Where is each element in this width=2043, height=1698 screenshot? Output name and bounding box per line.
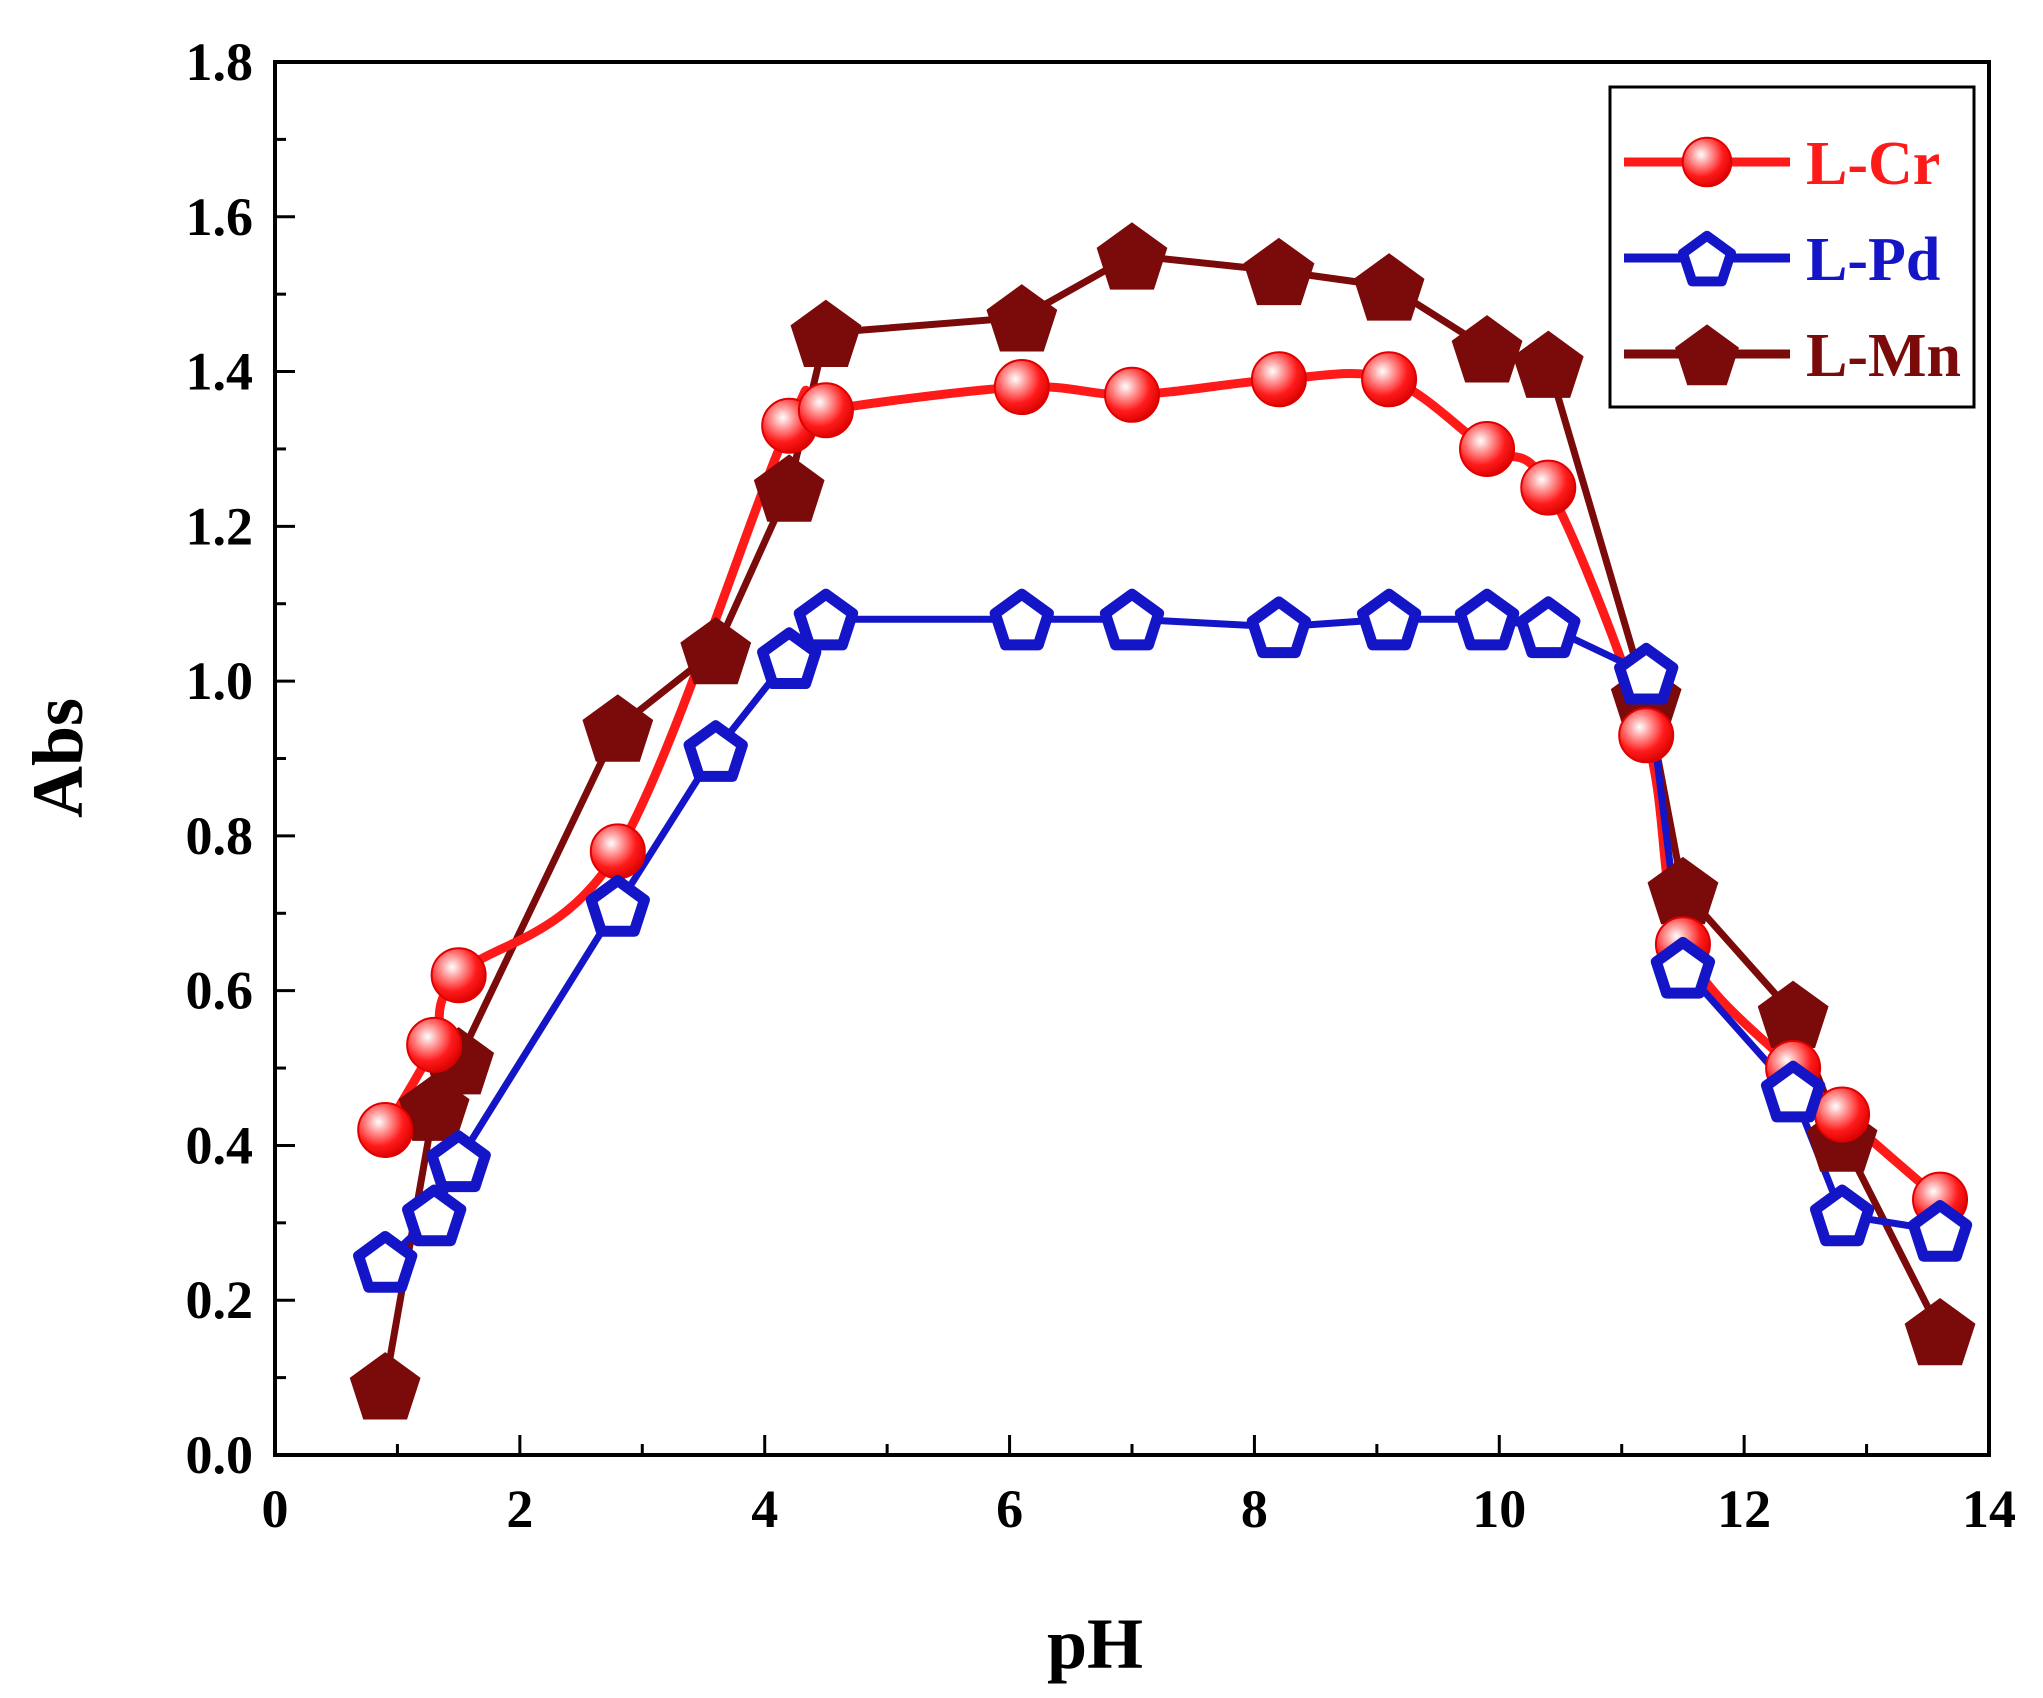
data-point-l-cr <box>1618 707 1675 764</box>
legend-marker <box>1675 324 1739 386</box>
x-tick-label: 8 <box>1241 1479 1268 1539</box>
data-point-l-pd <box>402 1184 467 1247</box>
data-point-l-mn <box>1512 330 1584 398</box>
data-point-l-pd <box>1907 1200 1973 1262</box>
x-tick-label: 14 <box>1962 1479 2016 1539</box>
data-point-l-cr <box>1459 420 1516 477</box>
series-l-pd-markers <box>353 588 1973 1293</box>
data-point-l-cr <box>430 947 487 1004</box>
y-tick-label: 0.4 <box>186 1115 254 1175</box>
y-tick-label: 1.0 <box>186 651 254 711</box>
legend-items: L-Cr L-Pd L-Mn <box>1624 130 1961 390</box>
x-axis-label: pH <box>1047 1604 1143 1684</box>
y-tick-label: 1.4 <box>186 342 254 402</box>
y-axis-label: Abs <box>18 698 98 818</box>
y-tick-label: 1.2 <box>186 496 254 556</box>
data-point-l-cr <box>797 382 854 439</box>
data-point-l-pd <box>426 1130 491 1193</box>
data-point-l-cr <box>1250 351 1307 408</box>
data-point-l-cr <box>1814 1086 1871 1143</box>
data-point-l-cr <box>1520 459 1577 516</box>
x-tick-label: 0 <box>262 1479 289 1539</box>
legend-marker <box>1681 136 1733 188</box>
series-line-l-mn <box>381 252 1944 1386</box>
y-tick-label: 0.6 <box>186 961 254 1021</box>
data-point-l-pd <box>1246 596 1311 659</box>
legend-label: L-Pd <box>1806 226 1940 294</box>
legend-item-l-mn: L-Mn <box>1624 322 1961 390</box>
series-line-l-cr <box>381 369 1943 1203</box>
y-tick-label: 1.6 <box>186 187 254 247</box>
data-point-l-cr <box>589 823 646 880</box>
legend: L-Cr L-Pd L-Mn <box>1608 85 1976 409</box>
series-l-mn-line-group <box>381 252 1944 1386</box>
axis-ticks <box>273 60 1991 1457</box>
data-point-l-pd <box>1099 588 1165 651</box>
data-point-l-pd <box>1614 642 1679 705</box>
x-tick-label: 6 <box>996 1479 1023 1539</box>
data-point-l-pd <box>793 588 859 651</box>
data-point-l-pd <box>989 588 1054 651</box>
x-tick-label: 10 <box>1472 1479 1526 1539</box>
data-point-l-mn <box>1243 237 1315 306</box>
series-l-cr-line-group <box>381 369 1943 1203</box>
data-point-l-mn <box>349 1352 421 1420</box>
data-point-l-mn <box>680 616 752 685</box>
y-tick-label: 0.0 <box>186 1425 254 1485</box>
data-point-l-pd <box>683 720 748 782</box>
legend-item-l-pd: L-Pd <box>1624 226 1940 294</box>
legend-label: L-Cr <box>1806 130 1940 198</box>
legend-item-l-cr: L-Cr <box>1624 130 1940 198</box>
data-point-l-mn <box>1096 222 1168 290</box>
data-point-l-pd <box>1650 937 1716 999</box>
data-point-l-cr <box>357 1101 414 1158</box>
data-point-l-pd <box>1454 588 1520 651</box>
data-point-l-cr <box>1361 351 1418 408</box>
legend-marker <box>1678 230 1736 287</box>
data-point-l-cr <box>406 1016 463 1073</box>
legend-label: L-Mn <box>1806 322 1961 390</box>
data-point-l-mn <box>753 454 825 522</box>
data-point-l-cr <box>1104 366 1160 423</box>
data-point-l-mn <box>1647 856 1719 925</box>
data-point-l-mn <box>1904 1297 1976 1366</box>
data-point-l-mn <box>790 299 862 367</box>
data-point-l-pd <box>1357 588 1422 651</box>
x-tick-label: 2 <box>506 1479 533 1539</box>
series-layer <box>349 222 1976 1420</box>
y-tick-labels: 0.0 0.2 0.4 0.6 0.8 1.0 1.2 1.4 1.6 1.8 <box>186 32 254 1485</box>
x-tick-label: 4 <box>751 1479 778 1539</box>
data-point-l-mn <box>582 694 654 762</box>
x-tick-label: 12 <box>1717 1479 1771 1539</box>
data-point-l-mn <box>1451 315 1523 383</box>
data-point-l-mn <box>1353 253 1425 321</box>
data-point-l-pd <box>1761 1060 1826 1123</box>
data-point-l-cr <box>993 359 1050 416</box>
data-point-l-pd <box>353 1231 418 1293</box>
y-tick-label: 1.8 <box>186 32 254 92</box>
series-l-cr-markers <box>357 351 1969 1228</box>
data-point-l-pd <box>1810 1184 1875 1247</box>
data-point-l-pd <box>1516 596 1581 659</box>
y-tick-label: 0.2 <box>186 1270 254 1330</box>
data-point-l-mn <box>986 284 1058 352</box>
y-tick-label: 0.8 <box>186 806 254 866</box>
data-point-l-pd <box>585 875 650 937</box>
x-tick-labels: 0 2 4 6 8 10 12 14 <box>262 1479 2017 1539</box>
